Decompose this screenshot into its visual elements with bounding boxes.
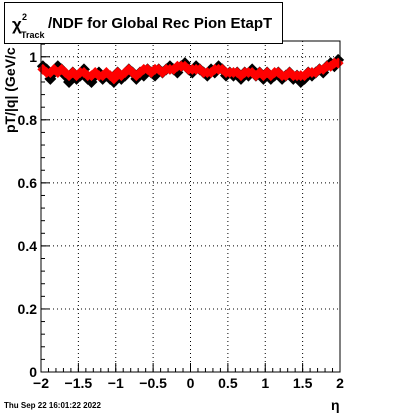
y-tick-label: 0.2 [18, 301, 38, 317]
grid-lines [41, 41, 340, 372]
x-tick-label: 0 [187, 375, 195, 391]
data-point [246, 67, 258, 79]
plot-frame [40, 40, 341, 373]
data-point [332, 57, 344, 69]
title-subscript: Track [21, 30, 45, 40]
title-chi-symbol: χ [12, 15, 22, 34]
x-tick-label: −1 [108, 375, 124, 391]
y-tick-label: 0.4 [18, 238, 38, 254]
tick-labels: −2 −1.5 −1 −0.5 0 0.5 1 1.5 2 0 0.2 0.4 0.6 0.8 1 [18, 49, 345, 391]
y-tick-label: 1 [29, 49, 37, 65]
x-tick-label: 2 [336, 375, 344, 391]
x-tick-label: 1.5 [293, 375, 313, 391]
timestamp: Thu Sep 22 16:01:22 2022 [4, 401, 101, 410]
y-tick-label: 0.8 [18, 112, 38, 128]
chart-title-box: χ 2 Track /NDF for Global Rec Pion EtapT [4, 2, 283, 44]
title-superscript: 2 [22, 12, 28, 22]
x-tick-label: −0.5 [139, 375, 167, 391]
series-red [37, 57, 344, 85]
chart-title: /NDF for Global Rec Pion EtapT [48, 15, 273, 32]
x-axis-label: η [331, 397, 340, 413]
x-tick-label: 1 [261, 375, 269, 391]
y-axis-label: pT/|q| (GeV/c [2, 47, 18, 133]
x-tick-label: −1.5 [65, 375, 93, 391]
y-tick-label: 0 [29, 364, 37, 380]
x-tick-label: −2 [33, 375, 49, 391]
y-tick-label: 0.6 [18, 175, 38, 191]
data-series [36, 53, 345, 88]
x-tick-label: 0.5 [218, 375, 238, 391]
